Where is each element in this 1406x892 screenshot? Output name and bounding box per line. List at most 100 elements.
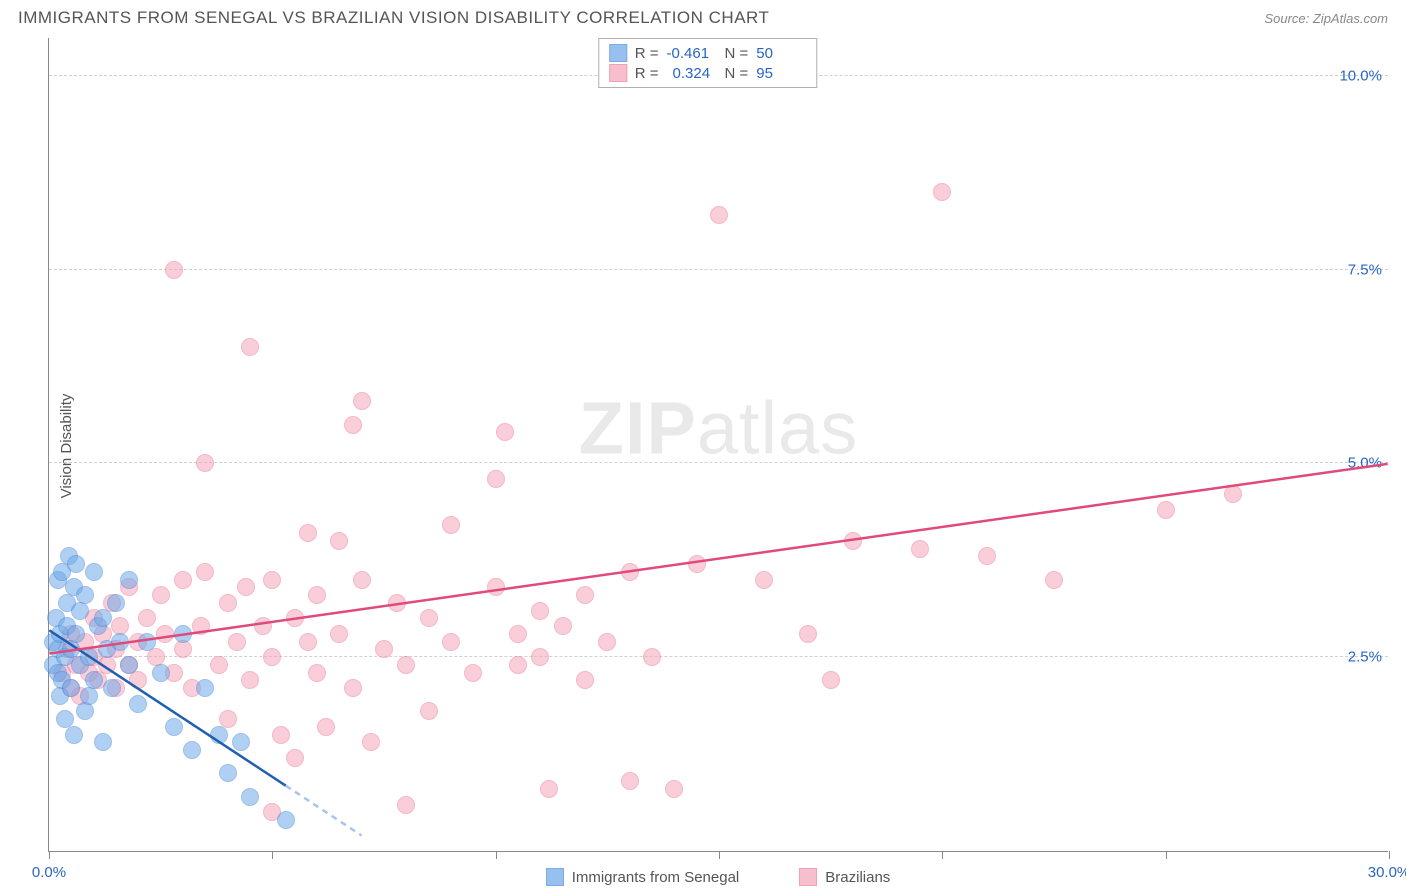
scatter-point	[1157, 501, 1175, 519]
scatter-point	[241, 788, 259, 806]
scatter-point	[120, 656, 138, 674]
scatter-point	[397, 796, 415, 814]
scatter-point	[353, 392, 371, 410]
x-tick	[942, 851, 943, 859]
legend-swatch-1	[546, 868, 564, 886]
scatter-point	[442, 633, 460, 651]
scatter-point	[156, 625, 174, 643]
scatter-point	[299, 524, 317, 542]
scatter-point	[174, 571, 192, 589]
scatter-point	[598, 633, 616, 651]
scatter-point	[277, 811, 295, 829]
scatter-point	[317, 718, 335, 736]
legend-item-series2: Brazilians	[799, 868, 890, 886]
scatter-point	[272, 726, 290, 744]
scatter-point	[496, 423, 514, 441]
scatter-point	[531, 602, 549, 620]
x-tick	[1166, 851, 1167, 859]
scatter-point	[232, 733, 250, 751]
scatter-point	[353, 571, 371, 589]
scatter-point	[174, 625, 192, 643]
n-value-2: 95	[756, 65, 806, 82]
scatter-point	[165, 261, 183, 279]
scatter-point	[442, 516, 460, 534]
scatter-point	[85, 563, 103, 581]
scatter-point	[111, 633, 129, 651]
watermark-zip: ZIP	[579, 387, 697, 470]
scatter-point	[621, 563, 639, 581]
scatter-point	[420, 702, 438, 720]
scatter-point	[138, 609, 156, 627]
r-label-2: R =	[635, 65, 659, 82]
scatter-point	[80, 687, 98, 705]
scatter-point	[67, 625, 85, 643]
x-tick	[496, 851, 497, 859]
scatter-point	[138, 633, 156, 651]
scatter-point	[643, 648, 661, 666]
scatter-point	[375, 640, 393, 658]
scatter-point	[531, 648, 549, 666]
scatter-point	[487, 470, 505, 488]
scatter-point	[464, 664, 482, 682]
scatter-point	[388, 594, 406, 612]
scatter-point	[755, 571, 773, 589]
n-value-1: 50	[756, 45, 806, 62]
scatter-point	[665, 780, 683, 798]
swatch-series2	[609, 64, 627, 82]
scatter-point	[1045, 571, 1063, 589]
scatter-point	[286, 609, 304, 627]
scatter-point	[576, 671, 594, 689]
scatter-point	[308, 586, 326, 604]
scatter-point	[107, 594, 125, 612]
scatter-point	[822, 671, 840, 689]
scatter-point	[554, 617, 572, 635]
y-tick-label: 2.5%	[1348, 649, 1382, 666]
correlation-stats-box: R = -0.461 N = 50 R = 0.324 N = 95	[598, 38, 818, 88]
scatter-point	[844, 532, 862, 550]
scatter-point	[219, 764, 237, 782]
bottom-legend: Immigrants from Senegal Brazilians	[48, 868, 1388, 886]
scatter-point	[330, 532, 348, 550]
scatter-point	[210, 726, 228, 744]
watermark: ZIPatlas	[579, 386, 858, 471]
stats-row-series2: R = 0.324 N = 95	[609, 63, 807, 83]
scatter-point	[911, 540, 929, 558]
scatter-point	[65, 726, 83, 744]
scatter-point	[76, 586, 94, 604]
scatter-point	[576, 586, 594, 604]
scatter-point	[799, 625, 817, 643]
scatter-point	[183, 741, 201, 759]
gridline-h	[49, 462, 1388, 463]
x-tick	[272, 851, 273, 859]
scatter-point	[397, 656, 415, 674]
scatter-point	[509, 625, 527, 643]
scatter-point	[85, 671, 103, 689]
scatter-point	[344, 416, 362, 434]
scatter-point	[330, 625, 348, 643]
scatter-point	[152, 586, 170, 604]
scatter-point	[286, 749, 304, 767]
legend-swatch-2	[799, 868, 817, 886]
scatter-point	[621, 772, 639, 790]
x-tick	[1389, 851, 1390, 859]
y-tick-label: 7.5%	[1348, 261, 1382, 278]
scatter-point	[80, 648, 98, 666]
y-tick-label: 5.0%	[1348, 455, 1382, 472]
scatter-point	[98, 656, 116, 674]
scatter-point	[165, 718, 183, 736]
scatter-point	[219, 594, 237, 612]
chart-title: IMMIGRANTS FROM SENEGAL VS BRAZILIAN VIS…	[18, 8, 769, 28]
swatch-series1	[609, 44, 627, 62]
y-tick-label: 10.0%	[1339, 67, 1382, 84]
scatter-point	[241, 338, 259, 356]
scatter-point	[129, 671, 147, 689]
scatter-point	[299, 633, 317, 651]
scatter-point	[254, 617, 272, 635]
scatter-point	[196, 563, 214, 581]
scatter-point	[196, 454, 214, 472]
legend-label-2: Brazilians	[825, 869, 890, 886]
scatter-point	[933, 183, 951, 201]
scatter-point	[210, 656, 228, 674]
n-label-1: N =	[725, 45, 749, 62]
scatter-point	[263, 571, 281, 589]
